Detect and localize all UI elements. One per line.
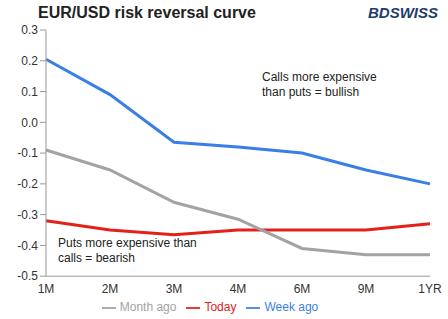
html-text:Puts more expensive than calls: Puts more expensive than calls = bearish <box>58 236 197 265</box>
svg-text:6M: 6M <box>294 282 311 296</box>
svg-text:4M: 4M <box>230 282 247 296</box>
svg-text:2M: 2M <box>102 282 119 296</box>
svg-text:-0.3: -0.3 <box>17 208 38 222</box>
html-text:BDSWISS: BDSWISS <box>368 4 438 21</box>
html-text:Calls more expensive than puts: Calls more expensive than puts = bullish <box>262 70 377 99</box>
svg-text:0.1: 0.1 <box>21 85 38 99</box>
html-text:Month ago: Month ago <box>119 300 177 315</box>
svg-text:-0.4: -0.4 <box>17 239 38 253</box>
html-text:EUR/USD risk reversal curve: EUR/USD risk reversal curve <box>38 4 256 21</box>
svg-text:3M: 3M <box>166 282 183 296</box>
svg-text:0.3: 0.3 <box>21 23 38 37</box>
svg-text:-0.5: -0.5 <box>17 269 38 283</box>
svg-text:1YR: 1YR <box>418 282 440 296</box>
svg-text:-0.2: -0.2 <box>17 177 38 191</box>
svg-text:0.0: 0.0 <box>21 116 38 130</box>
html-text:Week ago: Week ago <box>264 300 319 315</box>
svg-text:1M: 1M <box>38 282 55 296</box>
svg-text:9M: 9M <box>358 282 375 296</box>
svg-text:0.2: 0.2 <box>21 54 38 68</box>
svg-text:-0.1: -0.1 <box>17 146 38 160</box>
html-text:Today: Today <box>204 300 237 315</box>
